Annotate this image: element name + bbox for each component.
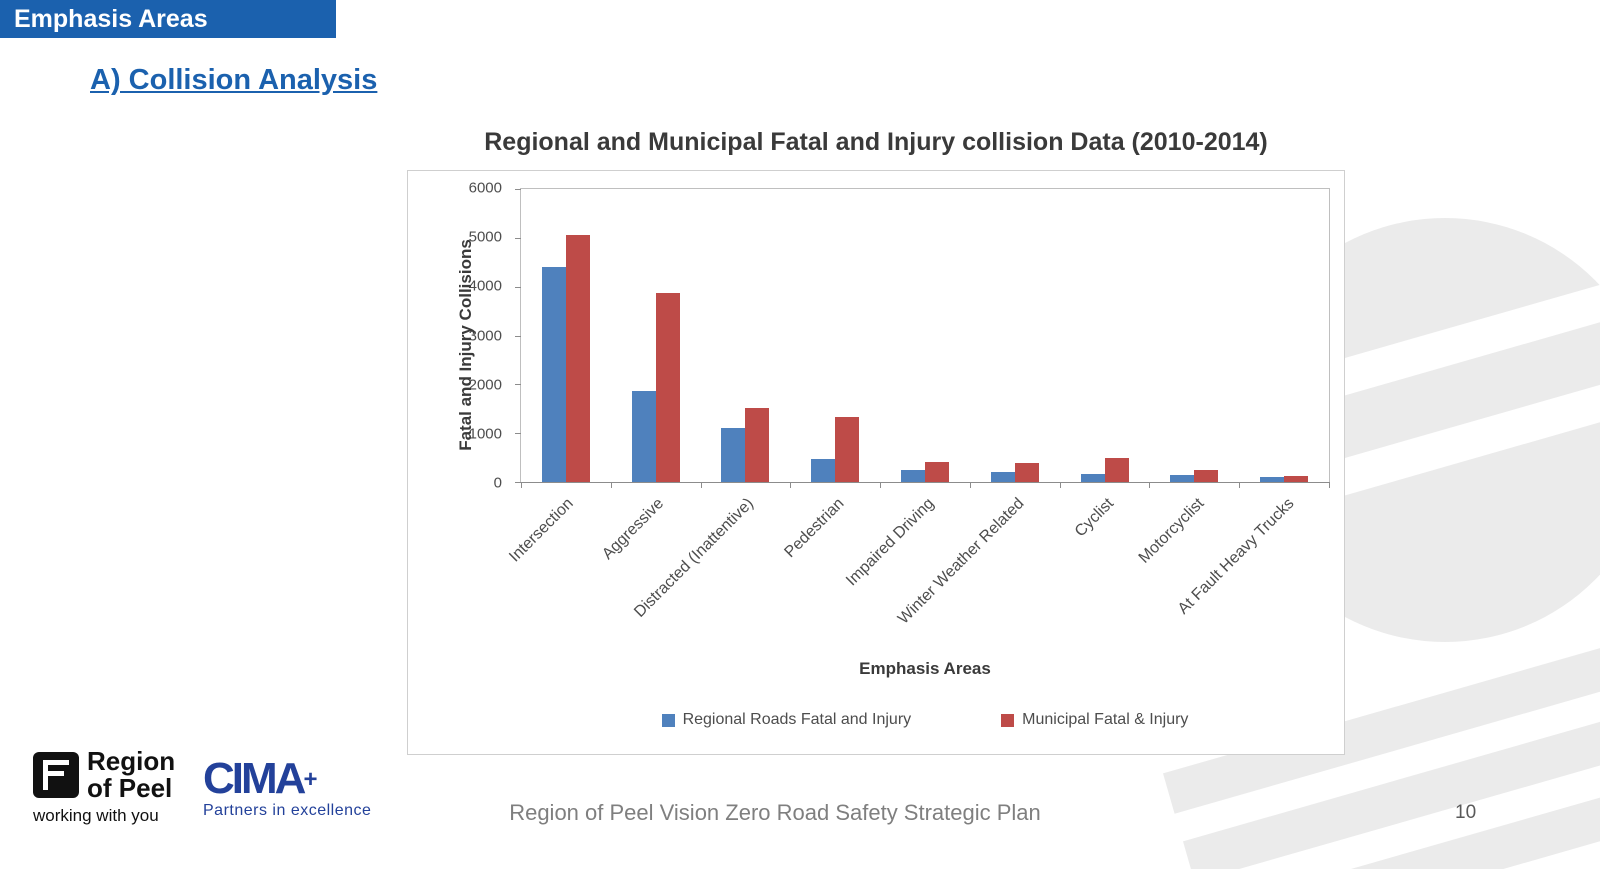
plot-area xyxy=(515,188,1330,488)
y-tick-mark xyxy=(515,482,521,483)
y-tick-label: 4000 xyxy=(468,277,502,295)
bar xyxy=(565,235,590,482)
bar xyxy=(1014,463,1039,482)
bar xyxy=(721,427,746,482)
cima-logo-plus: + xyxy=(303,766,318,793)
bar xyxy=(745,407,770,482)
x-tick-mark xyxy=(790,482,792,488)
bar xyxy=(835,416,860,482)
bar-group xyxy=(1239,189,1329,482)
bar-group xyxy=(701,189,791,482)
x-axis-label: Pedestrian xyxy=(780,495,848,562)
bar xyxy=(811,459,836,482)
peel-logo-name-line1: Region xyxy=(87,746,176,776)
bar xyxy=(631,390,656,482)
legend-label: Regional Roads Fatal and Injury xyxy=(682,711,912,728)
section-heading: A) Collision Analysis xyxy=(90,64,378,96)
y-tick-mark xyxy=(515,189,521,190)
y-tick-mark xyxy=(515,433,521,435)
y-tick-label: 6000 xyxy=(468,179,502,197)
x-tick-mark xyxy=(969,482,971,488)
bar xyxy=(925,461,950,482)
x-tick-mark xyxy=(1059,482,1061,488)
x-axis-label: Cyclist xyxy=(1071,495,1118,541)
bar xyxy=(1260,477,1285,482)
chart-legend: Regional Roads Fatal and Injury Municipal… xyxy=(520,711,1330,729)
peel-logo-name-line2: of Peel xyxy=(87,773,173,803)
peel-logo-tagline: working with you xyxy=(33,806,159,825)
legend-item: Regional Roads Fatal and Injury xyxy=(661,711,912,729)
x-axis-label: Aggressive xyxy=(599,495,668,563)
y-tick-mark xyxy=(515,237,521,239)
y-tick-label: 5000 xyxy=(468,228,502,246)
y-tick-label: 3000 xyxy=(468,327,502,344)
x-label-slot: At Fault Heavy Trucks xyxy=(1174,487,1330,655)
y-tick-label: 1000 xyxy=(468,425,502,443)
x-axis-label: Intersection xyxy=(506,495,578,566)
bar xyxy=(1080,473,1105,482)
x-axis-title: Emphasis Areas xyxy=(859,659,991,678)
bar xyxy=(990,471,1015,482)
bar xyxy=(1284,475,1309,482)
cima-logo-tagline: Partners in excellence xyxy=(203,802,372,819)
x-label-slot: Intersection xyxy=(507,487,610,655)
bar-group xyxy=(611,189,701,482)
cima-logo-name: CIMA xyxy=(203,754,306,803)
legend-swatch-icon xyxy=(661,713,675,727)
y-tick-mark xyxy=(515,384,521,386)
footer-title: Region of Peel Vision Zero Road Safety S… xyxy=(509,800,1041,825)
x-tick-mark xyxy=(880,482,882,488)
slide-banner-title: Emphasis Areas xyxy=(0,0,336,38)
x-tick-mark xyxy=(610,482,612,488)
y-tick-mark xyxy=(515,335,521,337)
y-tick-label: 0 xyxy=(493,474,502,492)
x-tick-mark xyxy=(700,482,702,488)
bar-group xyxy=(790,189,880,482)
bar-group xyxy=(880,189,970,482)
bar xyxy=(901,470,926,482)
y-tick-mark xyxy=(515,286,521,288)
x-tick-mark xyxy=(521,482,522,488)
y-tick-label: 2000 xyxy=(468,376,502,394)
x-tick-mark xyxy=(1149,482,1151,488)
bar-group xyxy=(521,189,611,482)
bar xyxy=(655,293,680,482)
bar xyxy=(541,267,566,482)
cima-logo: CIMA+ Partners in excellence xyxy=(203,757,372,820)
chart-panel: Fatal and Injury Collisions 0 1000 2000 300… xyxy=(407,170,1345,755)
y-axis-title: Fatal and Injury Collisions xyxy=(456,239,475,451)
bar xyxy=(1170,474,1195,482)
page-number: 10 xyxy=(1455,802,1477,823)
bar xyxy=(1104,457,1129,482)
region-of-peel-logo: Region of Peel working with you xyxy=(33,748,175,826)
bar-group xyxy=(1060,189,1150,482)
chart-title: Regional and Municipal Fatal and Injury … xyxy=(484,128,1268,156)
legend-item: Municipal Fatal & Injury xyxy=(1001,711,1188,729)
peel-logo-mark-icon xyxy=(33,752,79,798)
x-label-slot: Distracted (Inattentive) xyxy=(631,487,790,655)
legend-swatch-icon xyxy=(1001,713,1015,727)
bar-group xyxy=(970,189,1060,482)
x-axis-tick-labels: Intersection Aggressive Distracted (Inatte… xyxy=(507,487,1330,655)
legend-label: Municipal Fatal & Injury xyxy=(1022,711,1189,728)
bar xyxy=(1194,469,1219,482)
x-label-slot: Winter Weather Related xyxy=(894,487,1060,655)
x-label-slot: Cyclist xyxy=(1060,487,1150,655)
y-axis-tick-labels: 0 1000 2000 3000 4000 5000 6000 xyxy=(408,180,512,492)
bar-group xyxy=(1149,189,1239,482)
